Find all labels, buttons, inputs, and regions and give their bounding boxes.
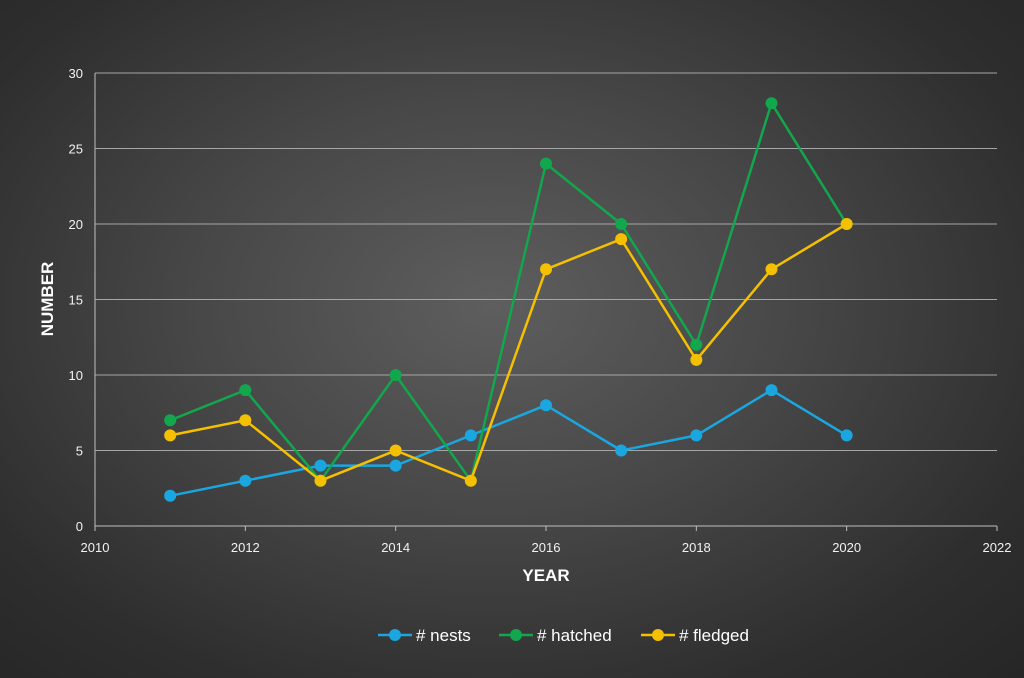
data-point — [840, 429, 853, 442]
data-point — [765, 97, 778, 110]
series-group — [164, 384, 853, 502]
series-group — [164, 218, 853, 487]
data-point — [690, 338, 703, 351]
data-point — [540, 263, 552, 276]
legend: # nests # hatched # fledged — [378, 626, 749, 645]
series-group — [164, 97, 853, 487]
y-tick-label: 5 — [76, 444, 83, 459]
x-tick-label: 2012 — [231, 540, 260, 555]
legend-label: # fledged — [679, 626, 749, 645]
data-point — [464, 474, 477, 487]
data-point — [690, 353, 703, 366]
axes — [94, 73, 998, 531]
legend-item: # fledged — [641, 626, 749, 645]
data-point — [389, 459, 402, 472]
legend-label: # hatched — [537, 626, 612, 645]
grid-lines — [95, 72, 997, 451]
data-point — [540, 157, 552, 170]
series-line — [169, 222, 848, 482]
data-point — [239, 474, 252, 487]
x-tick-label: 2016 — [532, 540, 561, 555]
x-axis-title: YEAR — [522, 566, 569, 585]
data-point — [615, 444, 628, 457]
data-point — [164, 414, 177, 427]
x-tick-label: 2022 — [983, 540, 1012, 555]
legend-label: # nests — [416, 626, 471, 645]
y-tick-label: 15 — [69, 293, 83, 308]
x-tick-label: 2018 — [682, 540, 711, 555]
data-point — [690, 429, 703, 442]
data-point — [314, 474, 327, 487]
data-point — [239, 384, 252, 397]
series — [164, 97, 853, 502]
series-line — [169, 101, 848, 482]
x-tick-label: 2010 — [81, 540, 110, 555]
legend-item: # hatched — [499, 626, 612, 645]
data-point — [389, 444, 402, 457]
x-tick-label: 2014 — [381, 540, 410, 555]
data-point — [164, 489, 177, 502]
data-point — [464, 429, 477, 442]
data-point — [765, 384, 778, 397]
y-tick-label: 30 — [69, 66, 83, 81]
series-line — [169, 388, 848, 498]
data-point — [615, 233, 628, 246]
data-point — [840, 218, 853, 230]
legend-marker — [510, 629, 522, 641]
y-tick-label: 20 — [69, 217, 83, 232]
data-point — [314, 459, 327, 472]
data-point — [540, 399, 552, 412]
tick-labels: 0 5 10 15 20 25 30 2010 2012 2014 2016 2018 2020 2022 — [69, 66, 1012, 555]
y-tick-label: 25 — [69, 142, 83, 157]
data-point — [765, 263, 778, 276]
x-tick-label: 2020 — [832, 540, 861, 555]
y-tick-label: 0 — [76, 519, 83, 534]
data-point — [615, 218, 628, 230]
legend-marker — [389, 629, 401, 641]
data-point — [389, 369, 402, 381]
y-tick-label: 10 — [69, 368, 83, 383]
y-axis-title: NUMBER — [38, 262, 57, 337]
legend-item: # nests — [378, 626, 471, 645]
data-point — [239, 414, 252, 427]
legend-marker — [652, 629, 664, 641]
data-point — [164, 429, 177, 442]
